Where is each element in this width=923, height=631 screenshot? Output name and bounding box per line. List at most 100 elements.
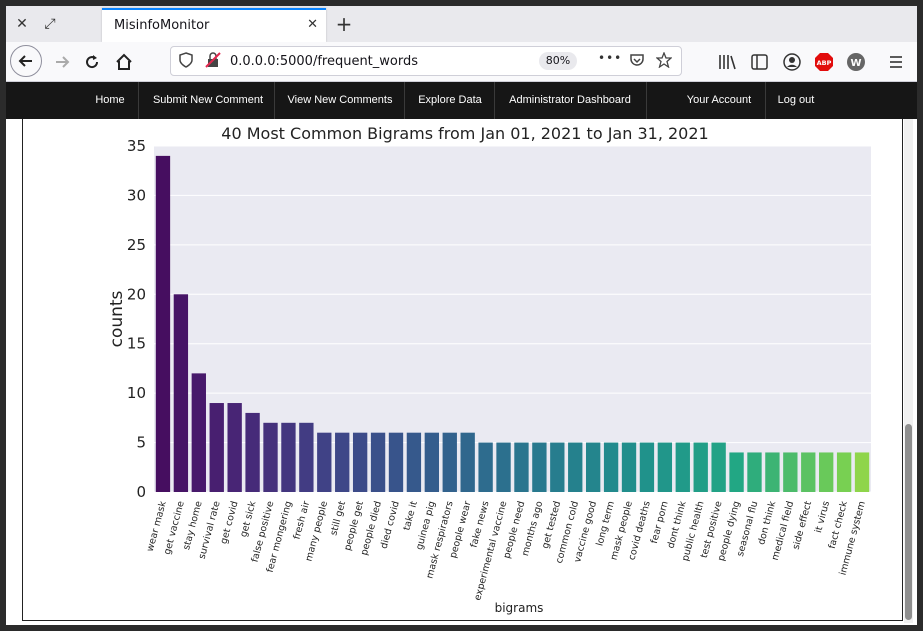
x-tick-label: still get [328, 500, 348, 537]
bar [155, 155, 171, 492]
bar [783, 452, 798, 492]
url-text[interactable]: 0.0.0.0:5000/frequent_words [230, 54, 419, 69]
forward-button[interactable] [48, 48, 76, 76]
chart-container: 40 Most Common Bigrams from Jan 01, 2021… [22, 119, 903, 621]
bar [693, 442, 708, 492]
close-window-icon[interactable]: ✕ [16, 16, 28, 32]
bar [406, 432, 422, 492]
bar [460, 432, 475, 492]
bar [352, 432, 368, 492]
insecure-lock-icon[interactable] [205, 52, 221, 68]
bar [568, 442, 583, 492]
shield-icon[interactable] [179, 52, 193, 68]
site-navbar: Home Submit New Comment View New Comment… [6, 82, 917, 119]
y-tick-label: 25 [127, 236, 146, 254]
adblock-plus-icon[interactable]: ABP [814, 52, 834, 72]
account-icon[interactable] [783, 53, 801, 71]
bar [514, 442, 529, 492]
extension-w-icon[interactable]: W [846, 52, 866, 72]
tab-close-icon[interactable]: ✕ [307, 17, 318, 32]
home-button[interactable] [110, 48, 138, 76]
sidebar-icon[interactable] [751, 54, 768, 70]
x-tick-label: get covid [219, 500, 241, 545]
nav-your-account-link[interactable]: Your Account [686, 94, 752, 106]
nav-divider [274, 82, 275, 119]
bar [711, 442, 726, 492]
y-tick-label: 15 [127, 335, 146, 353]
y-tick-label: 10 [127, 384, 146, 402]
bar [550, 442, 565, 492]
resize-window-icon[interactable]: ⤢ [44, 16, 56, 32]
nav-view-comments-link[interactable]: View New Comments [287, 94, 393, 106]
page-actions-icon[interactable]: ••• [598, 51, 623, 65]
reload-icon [86, 55, 99, 69]
nav-submit-comment-link[interactable]: Submit New Comment [152, 94, 264, 106]
y-tick-label: 0 [136, 483, 146, 501]
nav-explore-data-link[interactable]: Explore Data [418, 94, 482, 106]
bar [281, 422, 296, 492]
bigram-bar-chart: 40 Most Common Bigrams from Jan 01, 2021… [107, 124, 871, 615]
bar [585, 442, 601, 492]
bookmark-star-icon[interactable] [656, 52, 672, 68]
back-button[interactable] [10, 45, 42, 77]
bar [675, 442, 690, 492]
zoom-indicator[interactable]: 80% [539, 52, 577, 70]
bar [191, 373, 206, 492]
bar [263, 422, 278, 492]
new-tab-button[interactable]: + [335, 12, 353, 36]
x-tick-label: fresh air [291, 500, 312, 541]
reload-button[interactable] [78, 48, 106, 76]
scrollbar-track[interactable] [904, 119, 913, 623]
bar [729, 452, 744, 492]
bar [639, 442, 655, 492]
bar [836, 452, 852, 492]
svg-text:W: W [850, 58, 861, 69]
y-tick-labels: 0 5 10 15 20 25 30 35 [127, 137, 146, 501]
y-axis-label: counts [107, 290, 127, 347]
nav-home-link[interactable]: Home [95, 94, 125, 106]
bar [819, 452, 834, 492]
bar [747, 452, 762, 492]
y-tick-label: 5 [136, 434, 146, 452]
bar [424, 432, 440, 492]
bar [478, 442, 493, 492]
bar [496, 442, 511, 492]
nav-divider [646, 82, 647, 119]
bar [854, 452, 870, 492]
y-tick-label: 20 [127, 285, 146, 303]
nav-admin-dashboard-link[interactable]: Administrator Dashboard [509, 94, 631, 106]
plot-area [154, 146, 871, 492]
bar [370, 432, 386, 492]
library-icon[interactable] [718, 54, 736, 70]
scrollbar-thumb[interactable] [905, 424, 912, 620]
x-axis-label: bigrams [495, 601, 544, 615]
pocket-icon[interactable] [629, 52, 645, 68]
hamburger-menu-icon[interactable] [889, 55, 903, 69]
bar [173, 294, 189, 492]
forward-arrow-icon [56, 56, 70, 68]
url-bar[interactable]: 0.0.0.0:5000/frequent_words 80% ••• [170, 46, 682, 76]
y-tick-label: 30 [127, 186, 146, 204]
bar [335, 432, 350, 492]
tab-active[interactable]: MisinfoMonitor ✕ [102, 8, 326, 42]
bar [657, 442, 673, 492]
y-tick-label: 35 [127, 137, 146, 155]
bar [227, 403, 242, 492]
nav-logout-link[interactable]: Log out [777, 94, 815, 106]
bar [209, 403, 224, 492]
tab-title: MisinfoMonitor [114, 18, 210, 33]
bars [155, 155, 870, 492]
bar [317, 432, 332, 492]
tab-bar: ✕ ⤢ MisinfoMonitor ✕ + [6, 6, 917, 42]
chart-title: 40 Most Common Bigrams from Jan 01, 2021… [221, 124, 708, 143]
x-tick-label: it virus [813, 500, 832, 534]
bar [532, 442, 547, 492]
nav-divider [138, 82, 139, 119]
page-content: Home Submit New Comment View New Comment… [6, 82, 917, 625]
bar [801, 452, 816, 492]
bar [442, 432, 457, 492]
bar [388, 432, 404, 492]
browser-window: ✕ ⤢ MisinfoMonitor ✕ + [6, 6, 917, 625]
back-arrow-icon [18, 55, 32, 67]
